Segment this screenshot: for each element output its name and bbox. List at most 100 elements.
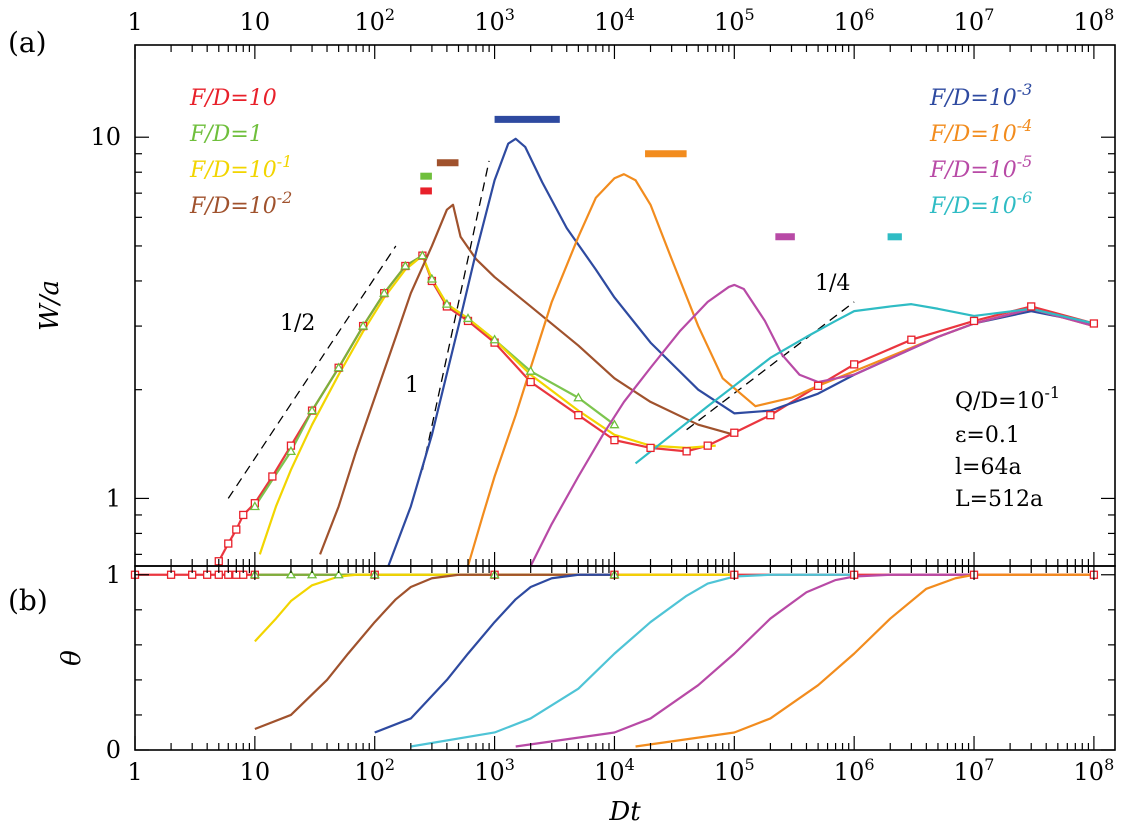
panel-b-marker-triangle [306, 569, 318, 579]
panel-a-marker-square [907, 335, 916, 344]
panel-a-marker-square [268, 472, 277, 481]
x-tick-label-top: 107 [954, 5, 995, 36]
slope-guides [227, 160, 855, 499]
panel-b-series-line [515, 573, 975, 748]
x-tick-label-top: 108 [1074, 5, 1115, 36]
param-q-over-d-base: Q/D=10 [955, 389, 1045, 414]
x-tick-label-bottom-base: 10 [1074, 758, 1105, 786]
legend-entry-exp: -6 [1017, 188, 1033, 207]
legend-entry-base: F/D=10 [929, 86, 1017, 111]
x-tick-label-bottom-base: 10 [354, 758, 385, 786]
param-line: L=512a [955, 487, 1043, 512]
panel-a-marker-square [969, 316, 979, 326]
x-tick-label-top-exp: 6 [864, 5, 874, 24]
x-tick-label-top-exp: 4 [625, 5, 635, 24]
panel-a-marker-triangle [357, 320, 369, 330]
panel-a-marker-square [232, 525, 241, 534]
x-tick-label-top-base: 10 [240, 8, 271, 36]
x-tick-label-top: 1 [127, 8, 142, 36]
panel-a-marker-square [646, 443, 655, 453]
slope-guide-line [421, 160, 490, 470]
x-tick-label-bottom: 108 [1074, 755, 1115, 786]
legend-entry-base: F/D=10 [189, 158, 277, 183]
panel-a-series-line [466, 173, 1095, 567]
panel-a-marker-triangle [400, 260, 411, 270]
x-tick-label-bottom: 10 [240, 758, 271, 786]
slope-guide-label: 1/2 [280, 311, 315, 336]
x-tick-label-top-base: 1 [127, 8, 142, 36]
panel-a-marker-triangle [573, 392, 584, 402]
panel-a-marker-triangle [306, 405, 318, 415]
x-tick-label-bottom-exp: 6 [864, 755, 874, 774]
legend-entry-exp: -3 [1017, 80, 1033, 99]
x-tick-label-bottom-base: 10 [834, 758, 865, 786]
x-tick-label-top: 105 [714, 5, 755, 36]
x-tick-label-bottom: 105 [714, 755, 755, 786]
x-tick-label-top-base: 10 [1074, 8, 1105, 36]
panel-a-marker-triangle [285, 446, 297, 455]
axes [134, 44, 1116, 751]
x-tick-label-top: 103 [474, 5, 515, 36]
legend-entry-base: F/D=10 [929, 122, 1017, 147]
panel-a-marker-triangle [441, 298, 453, 308]
panel-a-marker-triangle [609, 419, 620, 429]
panel-b-series-line [254, 573, 615, 730]
panel-a-series-line [529, 283, 1095, 567]
panel-a-marker-square [526, 377, 535, 387]
legend-entry: F/D=10-6 [929, 188, 1032, 219]
x-tick-label-bottom-exp: 8 [1104, 755, 1114, 774]
panel-a-series-line [319, 203, 735, 555]
panel-a-marker-triangle [379, 287, 390, 297]
x-tick-label-bottom-exp: 2 [385, 755, 395, 774]
x-tick-label-top-base: 10 [474, 8, 505, 36]
panel-a-series-band [253, 254, 616, 508]
panel-a-series-line [258, 254, 716, 555]
slope-guide-line [227, 245, 397, 499]
panel-b-series-line [635, 573, 1094, 748]
panel-a-marker-square [703, 441, 712, 450]
panel-a-marker-square [1089, 319, 1099, 328]
x-tick-label-top-base: 10 [594, 8, 625, 36]
slope-guide-line [686, 301, 855, 431]
panel-label-a: (a) [8, 26, 47, 59]
panel-a-marker-square [730, 428, 739, 437]
panel-a-marker-triangle [489, 334, 500, 344]
panel-a-marker-square [766, 411, 775, 420]
x-tick-label-bottom: 1 [127, 758, 142, 786]
legend-entry: F/D=10-2 [189, 188, 292, 219]
x-tick-label-bottom-exp: 4 [625, 755, 635, 774]
y-tick-label-b: 0 [106, 736, 121, 764]
x-tick-label-bottom-exp: 5 [744, 755, 754, 774]
panel-b-frame [134, 565, 1116, 751]
legend-entry: F/D=10 [189, 86, 277, 111]
param-q-over-d: Q/D=10-1 [955, 383, 1060, 414]
legend-entry-exp: -5 [1017, 152, 1033, 171]
panel-a-marker-triangle [249, 501, 260, 511]
x-tick-label-top-exp: 2 [385, 5, 395, 24]
x-tick-label-bottom-base: 10 [240, 758, 271, 786]
slope-guide-label: 1/4 [815, 271, 850, 296]
panel-a-marker-square [224, 539, 233, 548]
x-tick-label-bottom-base: 10 [594, 758, 625, 786]
y-axis-label-a: W/a [35, 280, 65, 331]
panel-b-marker-triangle [333, 569, 344, 579]
x-tick-label-bottom-exp: 3 [505, 755, 515, 774]
x-tick-label-top: 102 [354, 5, 395, 36]
legend-entry: F/D=10-5 [929, 152, 1032, 183]
y-tick-label-b: 1 [106, 561, 121, 589]
legend-entry: F/D=1 [189, 122, 263, 147]
x-tick-label-bottom: 103 [474, 755, 515, 786]
x-tick-label-bottom-base: 10 [714, 758, 745, 786]
panel-a-marker-square [813, 381, 823, 390]
panel-a-series-line [634, 303, 1095, 465]
x-tick-label-top: 10 [240, 8, 271, 36]
y-tick-label-a: 1 [106, 484, 121, 512]
x-tick-label-top: 104 [594, 5, 635, 36]
legend-entry-exp: -2 [277, 188, 293, 207]
legend-entry: F/D=10-1 [189, 152, 292, 183]
panel-a-marker-triangle [426, 273, 438, 283]
panel-a-marker-triangle [462, 313, 474, 323]
x-tick-label-bottom-exp: 7 [984, 755, 994, 774]
x-tick-label-top-base: 10 [354, 8, 385, 36]
